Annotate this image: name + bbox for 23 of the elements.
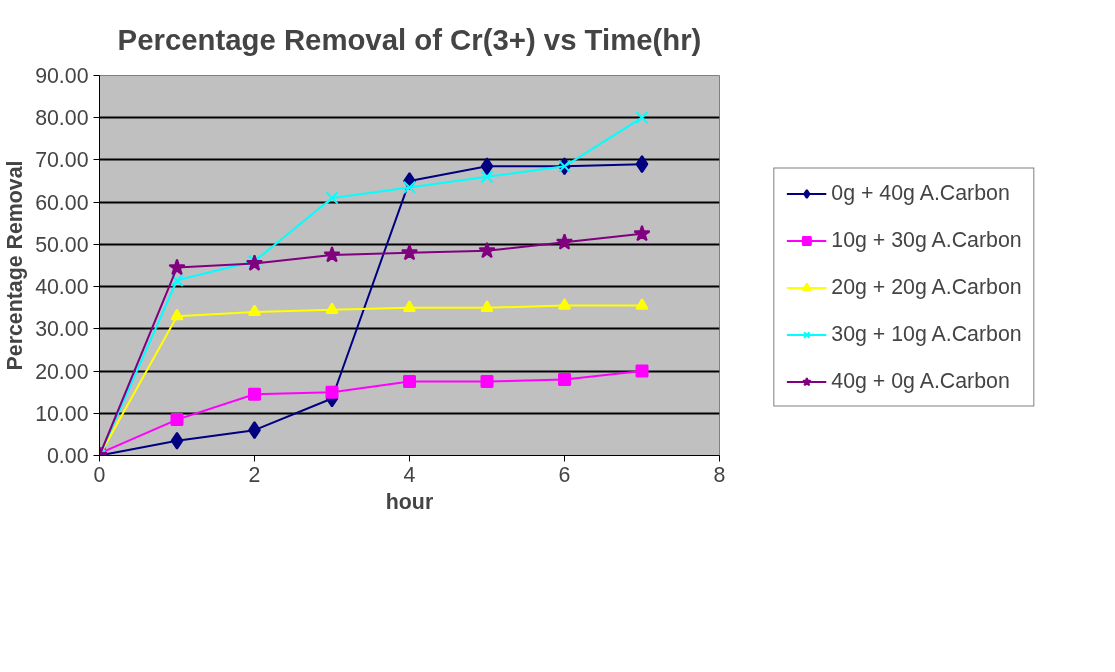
y-tick-label: 0.00 — [46, 444, 89, 468]
legend-label: 0g + 40g A.Carbon — [831, 180, 1010, 206]
legend-label: 30g + 10g A.Carbon — [831, 321, 1022, 347]
y-tick-label: 10.00 — [35, 401, 89, 426]
y-tick-label: 80.00 — [35, 106, 89, 131]
legend-label: 40g + 0g A.Carbon — [831, 368, 1010, 394]
x-tick-label: 6 — [558, 462, 571, 487]
y-tick-label: 50.00 — [35, 232, 89, 257]
y-tick-label: 60.00 — [35, 190, 89, 215]
legend-label: 20g + 20g A.Carbon — [831, 274, 1022, 300]
y-axis-title: Percentage Removal — [3, 160, 28, 371]
y-tick-label: 20.00 — [35, 359, 89, 384]
x-tick-label: 2 — [248, 462, 261, 487]
legend-label: 10g + 30g A.Carbon — [831, 227, 1022, 253]
x-axis-title: hour — [385, 489, 434, 514]
x-tick-label: 0 — [93, 462, 106, 487]
x-tick-label: 4 — [403, 462, 416, 487]
y-tick-label: 40.00 — [35, 275, 89, 300]
y-tick-label: 70.00 — [35, 148, 89, 173]
y-tick-label: 30.00 — [35, 317, 89, 342]
x-tick-label: 8 — [713, 462, 726, 487]
y-tick-label: 90.00 — [35, 64, 89, 88]
chart-title: Percentage Removal of Cr(3+) vs Time(hr) — [117, 22, 702, 56]
